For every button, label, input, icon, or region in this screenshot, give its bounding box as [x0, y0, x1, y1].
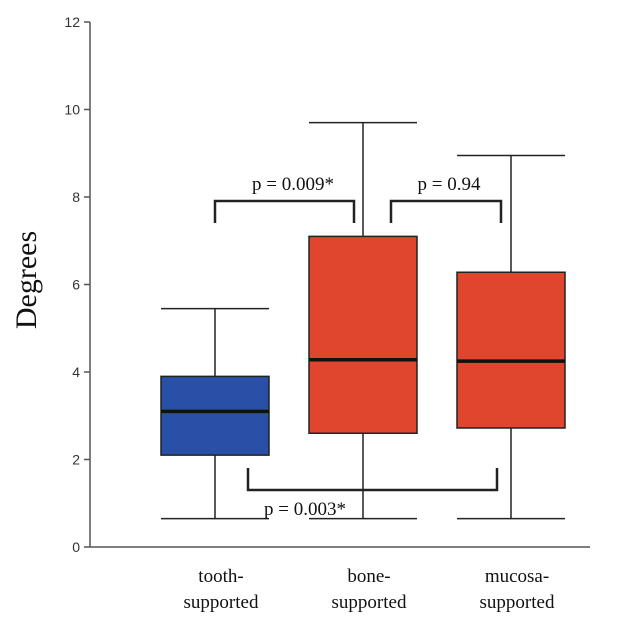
x-category-label-line: tooth-	[198, 566, 243, 587]
x-category-label: tooth-supported	[184, 566, 259, 613]
y-tick-label: 0	[72, 539, 80, 555]
p-value-label: p = 0.94	[418, 174, 481, 195]
y-tick-label: 8	[72, 189, 80, 205]
p-value-label: p = 0.009*	[252, 174, 334, 195]
bracket-line	[389, 199, 503, 223]
x-category-label: mucosa-supported	[480, 566, 555, 613]
box-iqr	[456, 271, 566, 429]
comparison-bracket: p = 0.003*	[246, 468, 499, 520]
box-iqr	[308, 235, 418, 434]
bracket-line	[213, 199, 356, 223]
y-tick-label: 2	[72, 452, 80, 468]
x-category-label-line: mucosa-	[485, 566, 549, 587]
box-group	[456, 154, 566, 520]
x-category-label-line: supported	[184, 592, 259, 613]
comparison-bracket: p = 0.009*	[213, 174, 356, 223]
y-tick-label: 6	[72, 277, 80, 293]
boxes	[160, 121, 566, 520]
x-category-label-line: bone-	[347, 566, 390, 587]
x-category-label-line: supported	[332, 592, 407, 613]
x-category-labels: tooth-supportedbone-supportedmucosa-supp…	[184, 566, 555, 613]
comparisons: p = 0.009* p = 0.94 p = 0.003*	[213, 174, 503, 520]
x-category-label: bone-supported	[332, 566, 407, 613]
p-value-label: p = 0.003*	[264, 499, 346, 520]
y-tick-label: 12	[64, 14, 80, 30]
box-iqr	[160, 375, 270, 456]
comparison-bracket: p = 0.94	[389, 174, 503, 223]
box-group	[160, 307, 270, 520]
y-axis-label: Degrees	[10, 231, 43, 329]
box-group	[308, 121, 418, 520]
bracket-line	[246, 468, 499, 492]
y-tick-label: 10	[64, 102, 80, 118]
y-ticks: 0 2 4 6 8 10 12	[64, 14, 90, 555]
x-category-label-line: supported	[480, 592, 555, 613]
y-tick-label: 4	[72, 364, 80, 380]
